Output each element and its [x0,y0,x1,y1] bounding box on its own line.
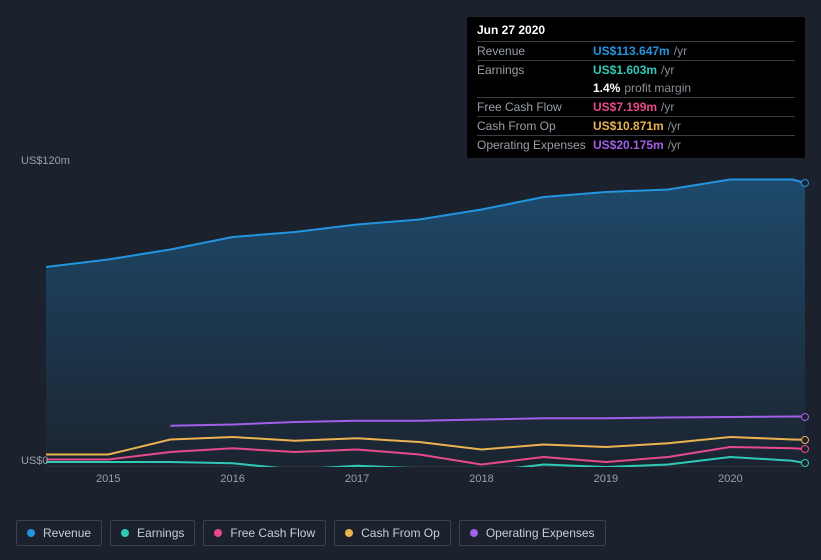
chart-area: US$120m US$0 2015 2016 2017 2018 2019 2020 [16,155,805,500]
chart-tooltip: Jun 27 2020 RevenueUS$113.647m/yrEarning… [467,17,805,158]
tooltip-row: Free Cash FlowUS$7.199m/yr [477,97,795,116]
tooltip-row-suffix: /yr [661,63,674,77]
x-axis-tick: 2020 [718,473,742,485]
legend-item-cash-from-op[interactable]: Cash From Op [334,520,451,546]
legend-dot-icon [345,529,353,537]
x-axis-tick: 2016 [220,473,244,485]
x-axis-tick: 2018 [469,473,493,485]
x-axis-tick: 2015 [96,473,120,485]
highlight-dot [801,436,809,444]
tooltip-row: Cash From OpUS$10.871m/yr [477,116,795,135]
legend-dot-icon [121,529,129,537]
y-axis-label-top: US$120m [21,155,70,167]
tooltip-row-suffix: /yr [661,100,674,114]
tooltip-row-label: Earnings [477,63,593,77]
chart-legend: Revenue Earnings Free Cash Flow Cash From O… [16,520,606,546]
tooltip-row-value: US$7.199m [593,100,657,114]
legend-dot-icon [214,529,222,537]
tooltip-row-label: Operating Expenses [477,138,593,152]
legend-label: Free Cash Flow [230,526,315,540]
highlight-dot [801,445,809,453]
legend-item-free-cash-flow[interactable]: Free Cash Flow [203,520,326,546]
tooltip-date: Jun 27 2020 [477,23,795,41]
highlight-dot [801,413,809,421]
tooltip-row-suffix: /yr [674,44,687,58]
tooltip-row-value: US$1.603m [593,63,657,77]
tooltip-row-value: US$10.871m [593,119,664,133]
tooltip-row: 1.4% profit margin [477,79,795,97]
tooltip-row: RevenueUS$113.647m/yr [477,41,795,60]
x-axis-tick: 2017 [345,473,369,485]
tooltip-row-value: 1.4% [593,81,620,95]
legend-label: Cash From Op [361,526,440,540]
tooltip-row-suffix: /yr [668,138,681,152]
legend-item-revenue[interactable]: Revenue [16,520,102,546]
x-axis-tick: 2019 [594,473,618,485]
chart-plot[interactable] [46,167,805,467]
tooltip-row: EarningsUS$1.603m/yr [477,60,795,79]
tooltip-rows: RevenueUS$113.647m/yrEarningsUS$1.603m/y… [477,41,795,154]
tooltip-row: Operating ExpensesUS$20.175m/yr [477,135,795,154]
tooltip-row-value: US$20.175m [593,138,664,152]
tooltip-row-label: Free Cash Flow [477,100,593,114]
legend-dot-icon [470,529,478,537]
legend-label: Operating Expenses [486,526,595,540]
legend-label: Revenue [43,526,91,540]
tooltip-row-label: Revenue [477,44,593,58]
legend-item-earnings[interactable]: Earnings [110,520,195,546]
y-axis-label-bottom: US$0 [21,455,49,467]
tooltip-row-value: US$113.647m [593,44,670,58]
tooltip-row-suffix: /yr [668,119,681,133]
tooltip-row-label: Cash From Op [477,119,593,133]
highlight-dot [801,459,809,467]
x-axis-labels: 2015 2016 2017 2018 2019 2020 [46,473,805,493]
tooltip-row-suffix: profit margin [624,81,691,95]
legend-dot-icon [27,529,35,537]
highlight-dot [801,179,809,187]
legend-item-operating-expenses[interactable]: Operating Expenses [459,520,606,546]
legend-label: Earnings [137,526,184,540]
